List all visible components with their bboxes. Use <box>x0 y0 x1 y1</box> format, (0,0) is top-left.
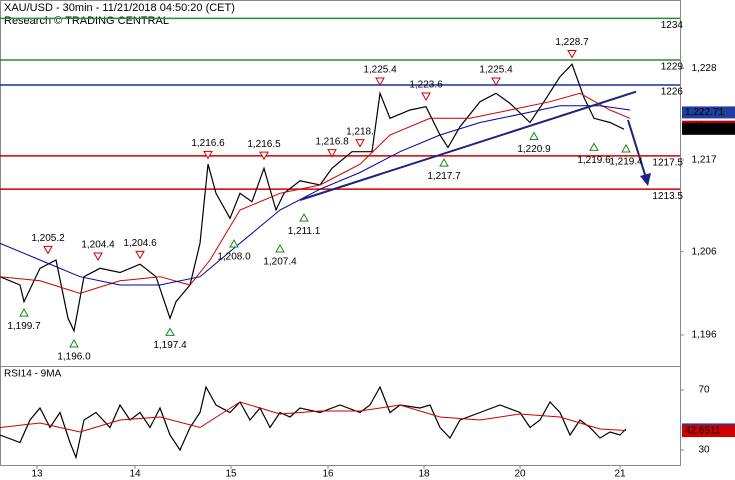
low-marker <box>165 327 175 336</box>
chart-subtitle: Research © TRADING CENTRAL <box>4 15 169 27</box>
level-label: 1226 <box>661 87 684 98</box>
high-marker <box>43 245 53 255</box>
low-marker <box>69 338 79 348</box>
high-label: 1,205.2 <box>31 233 65 244</box>
low-marker <box>299 213 309 222</box>
low-marker <box>19 308 29 317</box>
low-marker <box>529 131 539 140</box>
level-label: 1229 <box>661 62 684 73</box>
chart-title: XAU/USD - 30min - 11/21/2018 04:50:20 (C… <box>4 2 235 14</box>
price-box <box>682 122 735 135</box>
average-line <box>0 92 631 294</box>
low-label: 1,211.1 <box>288 226 321 237</box>
x-tick-label: 15 <box>225 469 237 480</box>
low-label: 1,199.7 <box>7 321 41 332</box>
average-line <box>0 401 627 433</box>
high-marker <box>355 139 365 148</box>
high-marker <box>327 149 337 158</box>
low-marker <box>229 238 239 248</box>
rsi-title: RSI14 - 9MA <box>4 369 62 380</box>
low-marker <box>589 142 599 151</box>
y-tick-label: 70 <box>698 385 710 396</box>
x-tick-label: 20 <box>514 469 526 480</box>
high-label: 1,216.5 <box>247 139 281 150</box>
price-line <box>0 385 627 460</box>
y-tick-label: 30 <box>698 445 710 456</box>
low-label: 1,217.7 <box>427 171 461 182</box>
forecast-arrow-head <box>640 173 651 186</box>
y-tick-label: 1,217 <box>691 155 716 166</box>
level-label: 1234 <box>661 20 684 31</box>
y-tick-label: 1,196 <box>691 330 716 341</box>
x-tick-label: 13 <box>31 469 43 480</box>
price-box-label: 1,222.71 <box>685 107 724 118</box>
low-marker <box>439 158 449 167</box>
high-marker <box>203 150 213 160</box>
high-marker <box>93 252 103 262</box>
high-marker <box>567 50 577 59</box>
y-tick-label: 1,206 <box>691 246 716 257</box>
high-label: 1,204.4 <box>81 240 115 251</box>
low-label: 1,220.9 <box>517 144 551 155</box>
low-label: 1,197.4 <box>153 340 187 351</box>
x-tick-label: 14 <box>129 469 141 480</box>
high-label: 1,204.6 <box>123 238 157 249</box>
low-label: 1,196.0 <box>57 352 91 363</box>
forecast-arrow <box>627 119 647 179</box>
high-marker <box>375 77 385 87</box>
high-label: 1,225.4 <box>479 65 513 76</box>
high-marker <box>135 250 145 260</box>
price-line <box>0 63 625 333</box>
low-label: 1,219.6 <box>577 155 611 166</box>
low-marker <box>275 243 285 253</box>
low-label: 1,219.4 <box>609 157 643 168</box>
x-tick-label: 21 <box>614 469 626 480</box>
plot-frame <box>0 0 681 466</box>
level-label: 1213.5 <box>652 191 683 202</box>
trendline <box>299 90 637 201</box>
high-marker <box>421 92 431 102</box>
x-tick-label: 18 <box>418 469 430 480</box>
high-label: 1,216.6 <box>191 138 225 149</box>
price-box <box>682 425 735 438</box>
high-label: 1,223.6 <box>409 80 443 91</box>
high-label: 1,225.4 <box>363 65 397 76</box>
level-label: 1217.5 <box>652 157 683 168</box>
high-label: 1,228.7 <box>555 37 589 48</box>
high-label: 1,216.8 <box>315 136 349 147</box>
high-marker <box>491 77 501 87</box>
y-tick-label: 1,228 <box>691 63 716 74</box>
low-label: 1,208.0 <box>217 252 251 263</box>
low-label: 1,207.4 <box>263 257 297 268</box>
average-line <box>0 105 631 286</box>
low-marker <box>621 143 631 153</box>
price-box-label: 42.6511 <box>685 426 721 437</box>
price-box-label: 1,220.74 <box>685 123 724 134</box>
price-box <box>682 106 735 119</box>
high-label: 1,218. <box>346 126 374 137</box>
high-marker <box>259 151 269 161</box>
x-tick-label: 16 <box>322 469 334 480</box>
